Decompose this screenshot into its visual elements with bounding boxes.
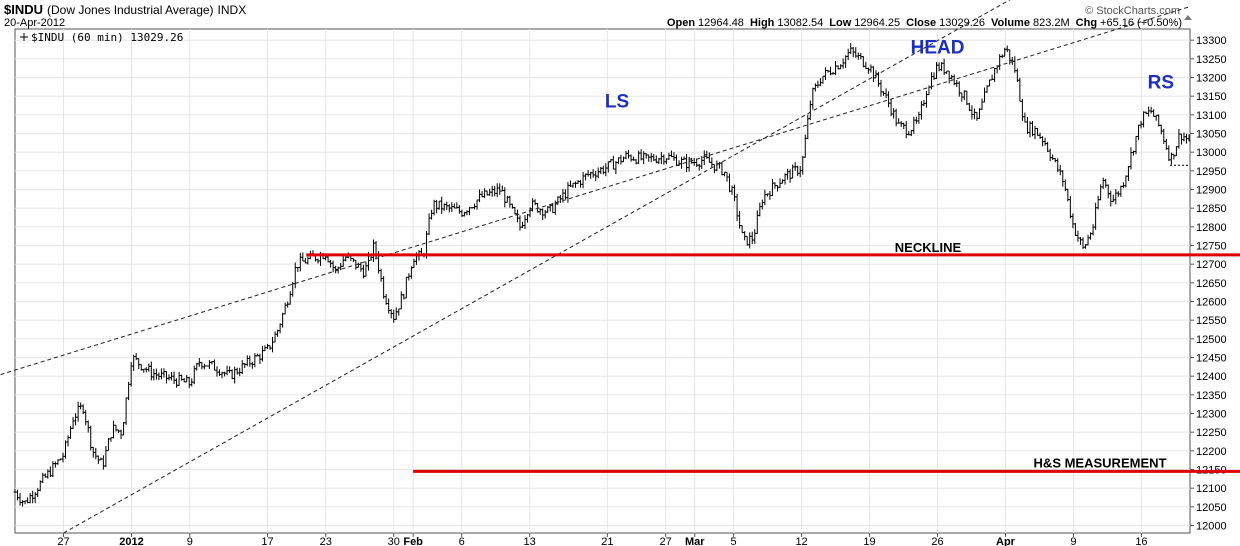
head-label: HEAD	[911, 37, 965, 58]
y-tick-label: 12600	[1196, 297, 1227, 309]
y-tick-label: 13200	[1196, 73, 1227, 85]
chg-label: Chg	[1076, 17, 1097, 29]
volume-value: 823.2M	[1033, 17, 1070, 29]
y-tick-label: 12850	[1196, 203, 1227, 215]
y-tick-label: 13300	[1196, 35, 1227, 47]
plot-area	[14, 28, 1191, 534]
y-tick-label: 12100	[1196, 483, 1227, 495]
y-tick-label: 13250	[1196, 54, 1227, 66]
y-tick-label: 12350	[1196, 390, 1227, 402]
x-tick-label: 2012	[119, 536, 143, 546]
x-tick-label: Mar	[685, 536, 705, 546]
high-label: High	[750, 17, 775, 29]
y-tick-label: 12200	[1196, 446, 1227, 458]
x-tick-label: 9	[187, 536, 193, 546]
close-label: Close	[906, 17, 936, 29]
header-name: (Dow Jones Industrial Average)	[47, 3, 214, 17]
high-value: 13082.54	[777, 17, 823, 29]
x-tick-label: 23	[320, 536, 332, 546]
collapse-icon[interactable]	[1184, 15, 1192, 20]
x-tick-label: 16	[1135, 536, 1147, 546]
y-tick-label: 12800	[1196, 222, 1227, 234]
x-tick-label: 6	[459, 536, 465, 546]
y-tick-label: 13000	[1196, 147, 1227, 159]
x-tick-label: 13	[524, 536, 536, 546]
y-tick-label: 13050	[1196, 129, 1227, 141]
y-tick-label: 12300	[1196, 409, 1227, 421]
y-tick-label: 12050	[1196, 502, 1227, 514]
y-axis: 1200012050121001215012200122501230012350…	[1190, 35, 1227, 533]
y-tick-label: 12250	[1196, 427, 1227, 439]
x-tick-label: 17	[261, 536, 273, 546]
x-tick-label: 26	[931, 536, 943, 546]
x-tick-label: 19	[863, 536, 875, 546]
open-value: 12964.48	[698, 17, 744, 29]
y-tick-label: 12700	[1196, 259, 1227, 271]
header-symbol: $INDU	[4, 2, 43, 17]
y-tick-label: 12900	[1196, 185, 1227, 197]
x-tick-label: Apr	[996, 536, 1016, 546]
y-tick-label: 12400	[1196, 371, 1227, 383]
y-tick-label: 12750	[1196, 241, 1227, 253]
x-tick-label: 12	[795, 536, 807, 546]
y-tick-label: 12450	[1196, 353, 1227, 365]
x-tick-label: 30	[388, 536, 400, 546]
y-tick-label: 12650	[1196, 278, 1227, 290]
series-legend: $INDU (60 min) 13029.26	[20, 31, 183, 44]
series-label: $INDU (60 min) 13029.26	[31, 31, 183, 44]
open-label: Open	[667, 17, 695, 29]
y-tick-label: 12550	[1196, 315, 1227, 327]
ls-label: LS	[605, 91, 629, 112]
x-tick-label: 27	[659, 536, 671, 546]
watermark: © StockCharts.com	[1085, 5, 1180, 17]
x-tick-label: Feb	[403, 536, 423, 546]
low-label: Low	[829, 17, 851, 29]
y-tick-label: 12950	[1196, 166, 1227, 178]
chg-value: +65.16 (+0.50%)	[1100, 17, 1182, 29]
y-tick-label: 13100	[1196, 110, 1227, 122]
horizontal-lines: NECKLINE H&S MEASUREMENT	[306, 240, 1240, 473]
x-axis: 27 2012 9 17 23 30 Feb 6 13 21 27 Mar 5 12 19 26 Apr 9 16	[57, 533, 1148, 546]
price-bars	[13, 43, 1191, 507]
ohlc-bar	[1187, 134, 1191, 142]
x-tick-label: 9	[1070, 536, 1076, 546]
gridlines	[15, 29, 1190, 533]
y-tick-label: 12500	[1196, 334, 1227, 346]
x-tick-label: 5	[731, 536, 737, 546]
hs-measurement-label: H&S MEASUREMENT	[1034, 455, 1167, 470]
header-title: $INDU (Dow Jones Industrial Average) INDX	[4, 2, 246, 17]
trendlines	[0, 0, 1191, 534]
ohlc-summary: Open 12964.48 High 13082.54 Low 12964.25 Close…	[667, 17, 1182, 29]
x-tick-label: 21	[601, 536, 613, 546]
x-tick-label: 27	[57, 536, 69, 546]
rs-label: RS	[1148, 73, 1174, 94]
low-value: 12964.25	[854, 17, 900, 29]
neckline-label: NECKLINE	[895, 240, 962, 255]
lower-trendline	[63, 0, 1011, 534]
volume-label: Volume	[991, 17, 1030, 29]
y-tick-label: 13150	[1196, 91, 1227, 103]
annotations: LS HEAD RS	[605, 37, 1174, 112]
header-date: 20-Apr-2012	[4, 17, 65, 29]
header-exchange: INDX	[218, 3, 247, 17]
y-tick-label: 12000	[1196, 521, 1227, 533]
